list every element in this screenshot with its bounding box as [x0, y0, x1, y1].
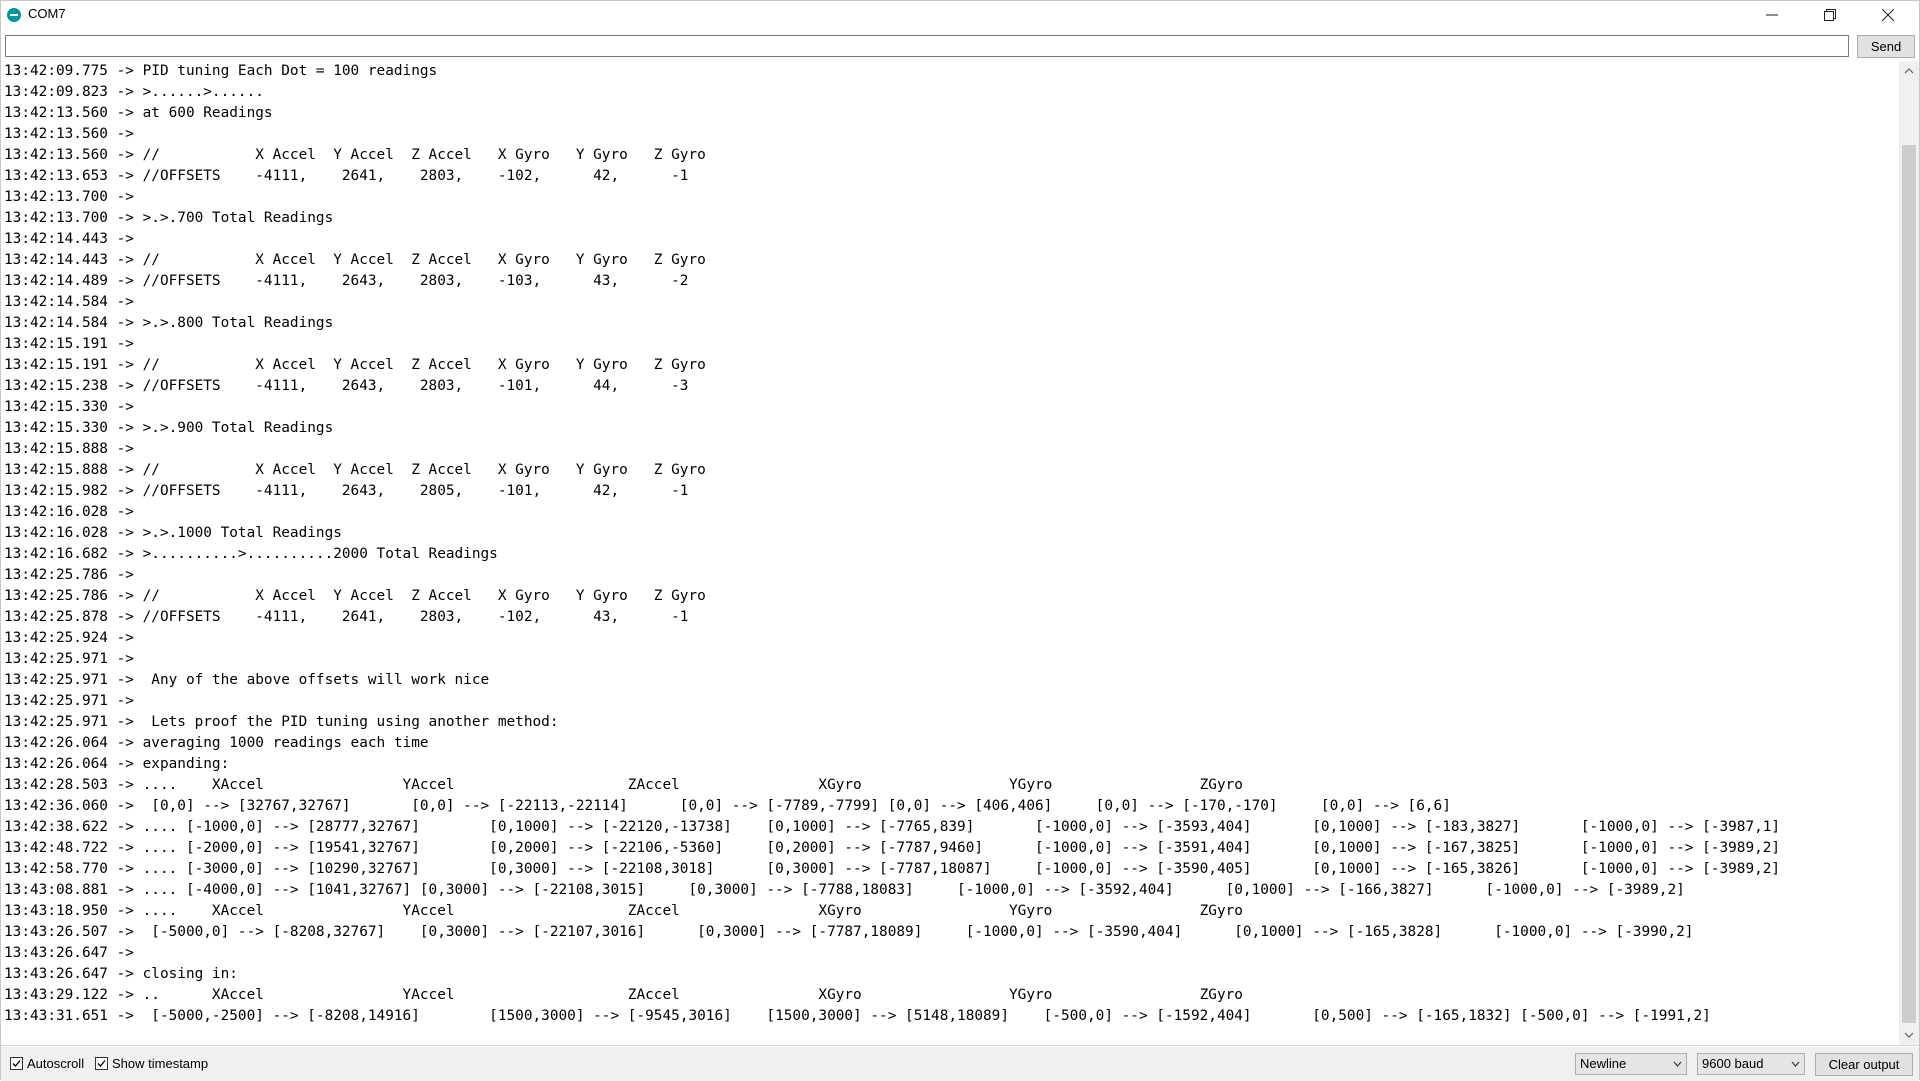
output-line: 13:43:08.881 -> .... [-4000,0] --> [1041…: [4, 882, 1685, 898]
output-line: 13:43:29.122 -> .. XAccel YAccel ZAccel …: [4, 987, 1243, 1003]
output-line: 13:42:16.028 -> >.>.1000 Total Readings: [4, 525, 342, 541]
output-line: 13:42:48.722 -> .... [-2000,0] --> [1954…: [4, 840, 1781, 856]
output-line: 13:43:26.507 -> [-5000,0] --> [-8208,327…: [4, 924, 1694, 940]
checkbox-box[interactable]: [95, 1057, 108, 1070]
output-line: 13:42:26.064 -> expanding:: [4, 756, 230, 772]
output-line: 13:42:14.443 ->: [4, 231, 143, 247]
output-line: 13:43:26.647 -> closing in:: [4, 966, 238, 982]
output-line: 13:42:26.064 -> averaging 1000 readings …: [4, 735, 429, 751]
window-title: COM7: [28, 6, 66, 21]
output-line: 13:43:18.950 -> .... XAccel YAccel ZAcce…: [4, 903, 1243, 919]
output-line: 13:42:13.560 ->: [4, 126, 143, 142]
chevron-down-icon: [1904, 1032, 1914, 1038]
baud-rate-value: 9600 baud: [1702, 1056, 1764, 1071]
output-line: 13:42:25.971 -> Lets proof the PID tunin…: [4, 714, 559, 730]
output-line: 13:42:15.238 -> //OFFSETS -4111, 2643, 2…: [4, 378, 689, 394]
output-line: 13:42:14.443 -> // X Accel Y Accel Z Acc…: [4, 252, 706, 268]
vertical-scrollbar[interactable]: [1899, 61, 1919, 1045]
show-timestamp-checkbox[interactable]: Show timestamp: [95, 1056, 208, 1071]
output-line: 13:42:16.682 -> >..........>..........20…: [4, 546, 498, 562]
output-line: 13:42:15.888 ->: [4, 441, 143, 457]
output-lines: 13:42:09.775 -> PID tuning Each Dot = 10…: [4, 61, 1780, 1027]
close-button[interactable]: [1859, 1, 1917, 29]
output-line: 13:42:14.584 -> >.>.800 Total Readings: [4, 315, 334, 331]
autoscroll-label: Autoscroll: [27, 1056, 85, 1071]
output-line: 13:42:15.191 ->: [4, 336, 143, 352]
output-line: 13:42:15.330 -> >.>.900 Total Readings: [4, 420, 334, 436]
scroll-up-button[interactable]: [1899, 61, 1919, 81]
output-line: 13:42:36.060 -> [0,0] --> [32767,32767] …: [4, 798, 1451, 814]
output-line: 13:42:15.888 -> // X Accel Y Accel Z Acc…: [4, 462, 706, 478]
output-line: 13:42:38.622 -> .... [-1000,0] --> [2877…: [4, 819, 1781, 835]
output-line: 13:42:13.700 ->: [4, 189, 143, 205]
title-bar: COM7: [1, 1, 1919, 29]
chevron-up-icon: [1904, 68, 1914, 74]
output-line: 13:42:25.971 -> Any of the above offsets…: [4, 672, 498, 688]
output-line: 13:42:14.584 ->: [4, 294, 143, 310]
bottom-bar: Autoscroll Show timestamp Newline 9600 b…: [1, 1047, 1919, 1081]
send-button[interactable]: Send: [1857, 35, 1915, 58]
output-line: 13:42:09.823 -> >......>......: [4, 84, 264, 100]
output-line: 13:42:14.489 -> //OFFSETS -4111, 2643, 2…: [4, 273, 689, 289]
output-line: 13:43:26.647 ->: [4, 945, 143, 961]
output-line: 13:42:25.786 -> // X Accel Y Accel Z Acc…: [4, 588, 706, 604]
maximize-button[interactable]: [1801, 1, 1859, 29]
close-icon: [1882, 9, 1894, 21]
serial-output[interactable]: 13:42:09.775 -> PID tuning Each Dot = 10…: [1, 61, 1899, 1045]
output-line: 13:42:13.653 -> //OFFSETS -4111, 2641, 2…: [4, 168, 689, 184]
output-line: 13:42:25.924 ->: [4, 630, 143, 646]
minimize-button[interactable]: [1743, 1, 1801, 29]
restore-icon: [1824, 9, 1836, 21]
show-timestamp-label: Show timestamp: [112, 1056, 209, 1071]
output-line: 13:42:25.971 ->: [4, 693, 143, 709]
output-line: 13:43:31.651 -> [-5000,-2500] --> [-8208…: [4, 1008, 1711, 1024]
chevron-down-icon: [1673, 1054, 1682, 1080]
output-line: 13:42:13.700 -> >.>.700 Total Readings: [4, 210, 334, 226]
chevron-down-icon: [1791, 1054, 1800, 1080]
clear-output-button[interactable]: Clear output: [1815, 1053, 1913, 1076]
checkmark-icon: [12, 1060, 21, 1067]
line-ending-value: Newline: [1580, 1056, 1627, 1071]
output-line: 13:42:25.786 ->: [4, 567, 143, 583]
output-line: 13:42:16.028 ->: [4, 504, 143, 520]
output-line: 13:42:28.503 -> .... XAccel YAccel ZAcce…: [4, 777, 1243, 793]
output-line: 13:42:58.770 -> .... [-3000,0] --> [1029…: [4, 861, 1781, 877]
serial-input[interactable]: [5, 35, 1849, 57]
checkbox-box[interactable]: [10, 1057, 23, 1070]
output-line: 13:42:15.330 ->: [4, 399, 143, 415]
checkmark-icon: [97, 1060, 106, 1067]
output-line: 13:42:25.971 ->: [4, 651, 143, 667]
minimize-icon: [1766, 14, 1778, 16]
output-line: 13:42:15.982 -> //OFFSETS -4111, 2643, 2…: [4, 483, 689, 499]
output-line: 13:42:13.560 -> // X Accel Y Accel Z Acc…: [4, 147, 706, 163]
output-line: 13:42:13.560 -> at 600 Readings: [4, 105, 273, 121]
scroll-down-button[interactable]: [1899, 1025, 1919, 1045]
input-row: Send: [1, 33, 1919, 61]
line-ending-select[interactable]: Newline: [1575, 1053, 1687, 1075]
scroll-thumb[interactable]: [1902, 145, 1916, 1023]
output-line: 13:42:25.878 -> //OFFSETS -4111, 2641, 2…: [4, 609, 689, 625]
autoscroll-checkbox[interactable]: Autoscroll: [10, 1056, 84, 1071]
baud-rate-select[interactable]: 9600 baud: [1697, 1053, 1805, 1075]
output-line: 13:42:15.191 -> // X Accel Y Accel Z Acc…: [4, 357, 706, 373]
arduino-icon: [7, 8, 21, 22]
output-line: 13:42:09.775 -> PID tuning Each Dot = 10…: [4, 63, 438, 79]
divider: [1, 1045, 1919, 1046]
